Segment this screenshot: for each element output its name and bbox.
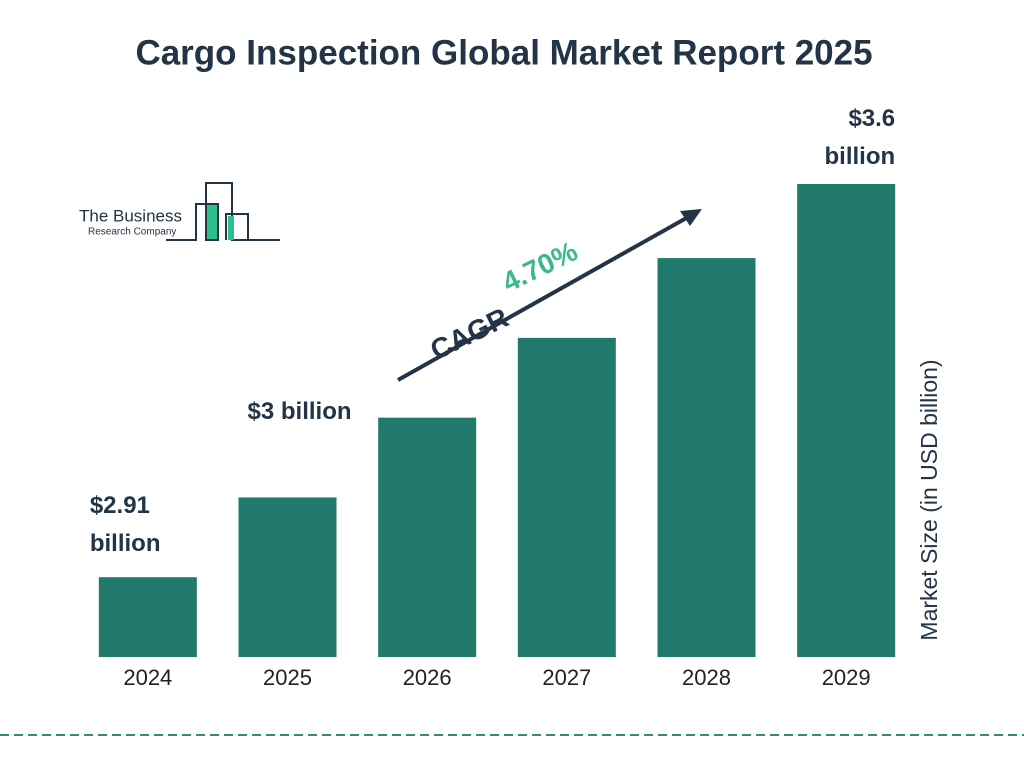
cagr-value: 4.70% xyxy=(497,235,582,298)
x-tick-label: 2025 xyxy=(263,665,312,690)
x-tick-label: 2024 xyxy=(123,665,172,690)
x-tick-label: 2027 xyxy=(542,665,591,690)
cagr-arrowhead xyxy=(680,209,702,226)
bar xyxy=(378,417,477,657)
bar xyxy=(238,497,337,657)
logo-bar xyxy=(205,203,219,241)
value-label: $3 billion xyxy=(247,398,352,426)
y-axis-label: Market Size (in USD billion) xyxy=(916,359,942,640)
value-label: $2.91 billion xyxy=(89,492,161,558)
cagr-arrow xyxy=(397,214,691,382)
bar xyxy=(98,577,197,657)
x-tick-label: 2029 xyxy=(822,665,871,690)
logo-subtext: Research Company xyxy=(88,227,176,238)
bar xyxy=(797,183,896,657)
logo-bar xyxy=(228,216,234,240)
value-label: $3.6 billion xyxy=(824,105,896,170)
logo: The Business Research Company xyxy=(79,182,280,241)
logo-text: The Business xyxy=(79,206,182,225)
x-tick-label: 2026 xyxy=(403,665,452,690)
bar xyxy=(517,337,616,657)
logo-outline xyxy=(225,213,249,240)
logo-outline xyxy=(166,182,280,241)
chart-title: Cargo Inspection Global Market Report 20… xyxy=(135,33,872,72)
x-tick-label: 2028 xyxy=(682,665,731,690)
bar xyxy=(657,258,756,657)
